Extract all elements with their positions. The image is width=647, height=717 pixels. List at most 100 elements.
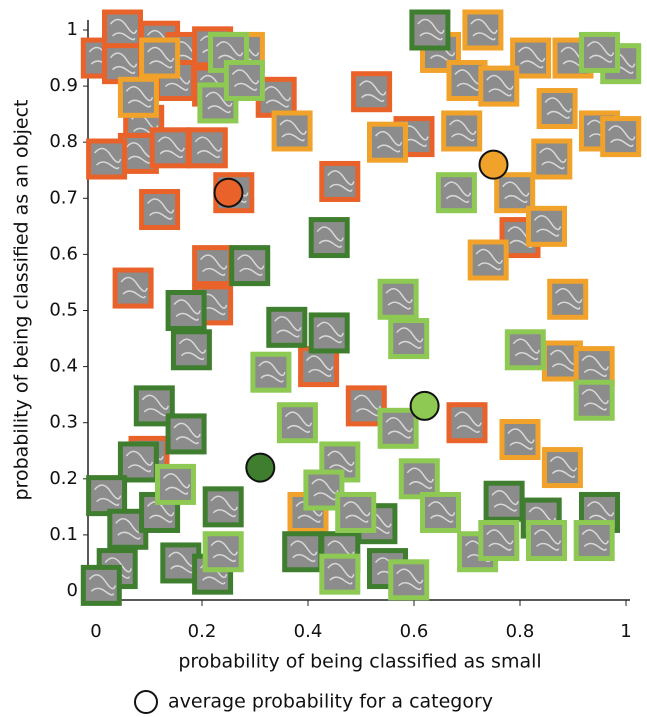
thumbnail [319,553,361,595]
y-tick-label: 1 [67,19,78,40]
thumbnail [467,239,509,281]
thumbnail-texture [581,529,609,551]
thumbnail [547,278,589,320]
thumbnail [86,475,128,517]
thumbnail-texture [396,568,424,591]
thumbnail [155,463,196,505]
thumbnail [139,189,181,231]
thumbnail [223,59,265,101]
thumbnail [526,205,567,247]
thumbnail-texture [454,411,482,434]
thumbnail-texture [178,338,207,361]
thumbnail [112,267,154,309]
thumbnail-texture [194,136,223,159]
thumbnail-texture [343,501,371,523]
thumbnail-texture [555,288,583,310]
thumbnail [536,88,578,130]
thumbnail [483,480,525,522]
thumbnail [149,127,191,169]
thumbnail-texture [396,327,424,349]
thumbnail-texture [502,181,530,204]
x-tick-label: 0.8 [506,621,535,642]
thumbnail [531,138,573,180]
thumbnail [526,520,567,562]
thumbnail-texture [200,254,228,276]
y-tick-label: 0.4 [49,356,78,377]
thumbnail-texture [327,170,355,192]
y-tick-label: 0.3 [49,412,78,433]
thumbnail-texture [125,450,154,473]
y-tick-label: 0.1 [49,524,78,545]
thumbnail-texture [173,299,201,321]
category-mean [213,177,244,208]
thumbnail-texture [162,473,191,495]
thumbnail-texture [210,540,238,563]
thumbnail-texture [94,147,122,170]
thumbnail-texture [284,411,313,434]
thumbnail [499,419,541,461]
thumbnail [446,402,488,444]
thumbnail-texture [120,276,148,299]
thumbnail [139,37,181,79]
thumbnail [504,329,546,371]
thumbnail-texture [173,422,201,445]
x-tick-label: 0.4 [294,621,323,642]
thumbnail [308,312,350,354]
legend-symbol [134,690,158,714]
thumbnail-texture [539,147,567,170]
thumbnail-texture [544,97,572,119]
x-tick-label: 0.2 [188,621,217,642]
thumbnail-texture [279,119,307,142]
thumbnail-texture [290,540,318,563]
thumbnail [102,9,143,51]
thumbnail [271,110,313,152]
thumbnail [86,138,128,180]
thumbnail [478,520,520,562]
thumbnail-texture [205,91,233,114]
thumbnail [202,531,244,573]
thumbnail-texture [512,338,541,361]
thumbnail-texture [147,501,175,523]
thumbnail [266,306,308,348]
thumbnail-texture [417,18,445,41]
thumbnail [541,447,583,489]
thumbnail [282,531,324,573]
thumbnail-texture [549,456,578,478]
thumbnail [435,172,477,214]
thumbnail-texture [486,74,514,97]
thumbnail [298,346,340,388]
thumbnail [250,351,292,393]
thumbnail [462,9,504,51]
thumbnail-texture [109,18,138,41]
thumbnail [573,346,615,388]
thumbnail [80,564,122,606]
thumbnail-texture [147,46,175,69]
thumbnail-texture [94,484,122,506]
category-mean [245,452,276,483]
thumbnail-texture [88,574,117,596]
thumbnail-texture [581,355,609,377]
thumbnail-texture [157,136,185,159]
thumbnail [117,76,159,118]
category-mean [409,390,440,421]
thumbnail-texture [406,467,435,490]
thumbnail [441,110,483,152]
thumbnail-texture [263,86,291,108]
thumbnail-texture [258,360,286,383]
thumbnail-texture [327,450,355,473]
thumbnail-texture [470,18,498,41]
thumbnail-texture [231,69,260,91]
thumbnail-texture [533,529,562,551]
thumbnail [319,160,361,202]
x-tick-label: 1 [620,621,631,642]
thumbnail-texture [316,321,344,344]
y-tick-label: 0 [67,580,78,601]
thumbnail-texture [586,41,615,63]
thumbnail [117,441,159,483]
thumbnail-texture [491,489,519,512]
category-mean [478,149,509,180]
thumbnail [367,121,408,163]
thumbnail [388,559,430,601]
y-axis-title: probability of being classified as an ob… [11,100,33,501]
